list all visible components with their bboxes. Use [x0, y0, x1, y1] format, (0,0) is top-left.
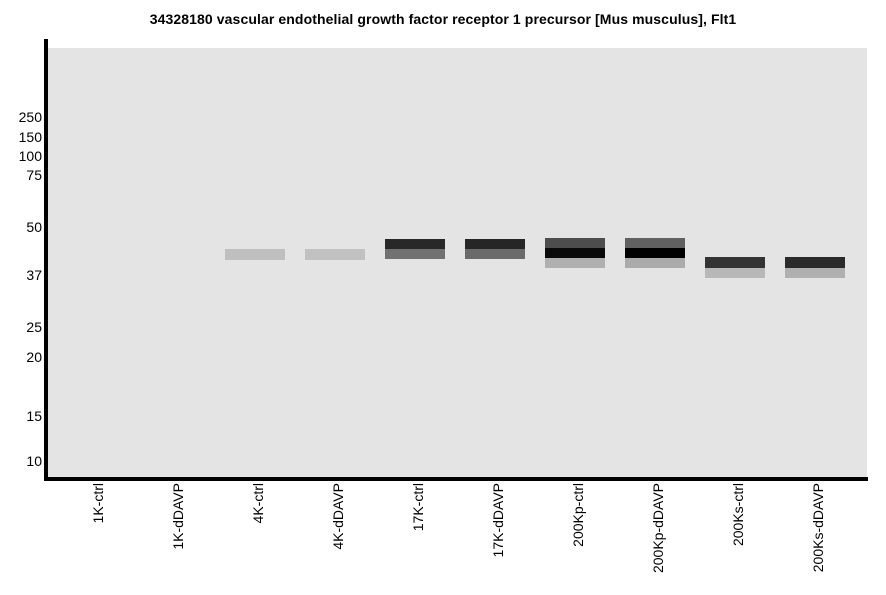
band-layer-4K-ctrl [225, 249, 285, 260]
lane-label-17K-dDAVP: 17K-dDAVP [490, 483, 506, 558]
mw-tick-label-25: 25 [26, 319, 42, 335]
band-layer-200Ks-dDAVP [785, 257, 845, 268]
mw-tick-label-20: 20 [26, 349, 42, 365]
band-layer-200Kp-ctrl [545, 258, 605, 268]
lane-label-200Kp-ctrl: 200Kp-ctrl [570, 483, 586, 547]
band-layer-17K-ctrl [385, 239, 445, 249]
lane-label-4K-dDAVP: 4K-dDAVP [330, 483, 346, 550]
mw-tick-label-37: 37 [26, 267, 42, 283]
mw-tick-label-150: 150 [18, 129, 42, 145]
band-layer-200Kp-dDAVP [625, 248, 685, 258]
band-layer-200Ks-ctrl [705, 257, 765, 268]
band-layer-200Kp-ctrl [545, 238, 605, 248]
y-axis-line [44, 39, 48, 481]
lane-label-4K-ctrl: 4K-ctrl [250, 483, 266, 524]
band-layer-200Kp-dDAVP [625, 258, 685, 268]
band-layer-4K-dDAVP [305, 249, 365, 260]
lane-label-17K-ctrl: 17K-ctrl [410, 483, 426, 532]
lane-label-200Ks-dDAVP: 200Ks-dDAVP [810, 483, 826, 573]
mw-tick-label-250: 250 [18, 109, 42, 125]
band-layer-200Kp-ctrl [545, 248, 605, 258]
band-layer-17K-dDAVP [465, 239, 525, 249]
mw-tick-label-15: 15 [26, 408, 42, 424]
band-layer-17K-ctrl [385, 249, 445, 259]
mw-tick-label-100: 100 [18, 148, 42, 164]
band-layer-200Ks-ctrl [705, 268, 765, 278]
band-layer-17K-dDAVP [465, 249, 525, 259]
mw-tick-label-75: 75 [26, 167, 42, 183]
page-title: 34328180 vascular endothelial growth fac… [149, 11, 737, 27]
lane-label-1K-dDAVP: 1K-dDAVP [170, 483, 186, 550]
band-layer-200Kp-dDAVP [625, 238, 685, 248]
lane-label-200Ks-ctrl: 200Ks-ctrl [730, 483, 746, 547]
x-axis-baseline [44, 477, 868, 481]
lane-label-200Kp-dDAVP: 200Kp-dDAVP [650, 483, 666, 574]
mw-tick-label-10: 10 [26, 453, 42, 469]
mw-tick-label-50: 50 [26, 219, 42, 235]
band-layer-200Ks-dDAVP [785, 268, 845, 278]
lane-label-1K-ctrl: 1K-ctrl [90, 483, 106, 524]
